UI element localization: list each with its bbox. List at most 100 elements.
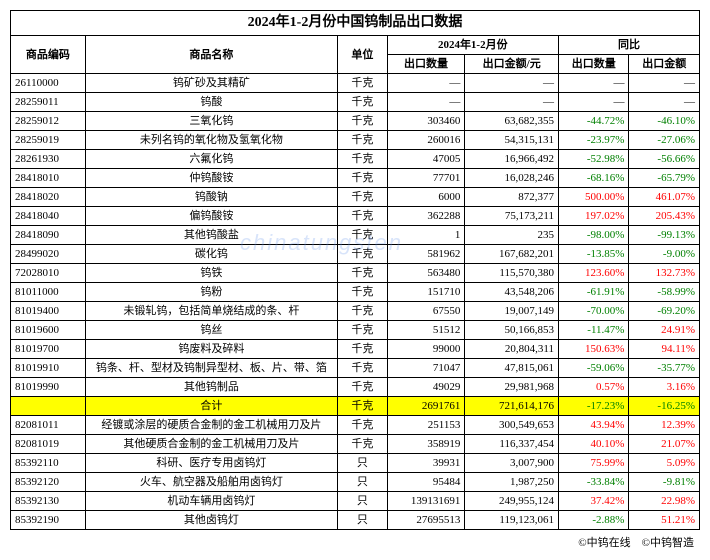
cell-code: 82081011: [11, 416, 86, 435]
col-yoy-amt: 出口金额: [629, 55, 700, 74]
cell-qty: 67550: [387, 302, 465, 321]
cell-yoy-qty: -59.06%: [559, 359, 629, 378]
cell-amt: 19,007,149: [465, 302, 559, 321]
cell-yoy-qty: 0.57%: [559, 378, 629, 397]
cell-yoy-qty: -2.88%: [559, 511, 629, 530]
cell-code: 82081019: [11, 435, 86, 454]
cell-yoy-amt: -58.99%: [629, 283, 700, 302]
cell-name: 钨铁: [85, 264, 337, 283]
cell-code: 28259019: [11, 131, 86, 150]
cell-code: 72028010: [11, 264, 86, 283]
table-row: 81019400未锻轧钨，包括简单烧结成的条、杆千克6755019,007,14…: [11, 302, 700, 321]
table-row: 81011000钨粉千克15171043,548,206-61.91%-58.9…: [11, 283, 700, 302]
cell-yoy-amt: 22.98%: [629, 492, 700, 511]
cell-yoy-amt: 24.91%: [629, 321, 700, 340]
cell-qty: 581962: [387, 245, 465, 264]
table-row: 28418020钨酸钠千克6000872,377500.00%461.07%: [11, 188, 700, 207]
cell-amt: —: [465, 93, 559, 112]
cell-unit: 千克: [338, 93, 387, 112]
cell-code: 28418010: [11, 169, 86, 188]
cell-amt: 872,377: [465, 188, 559, 207]
cell-yoy-amt: 51.21%: [629, 511, 700, 530]
cell-name: 钨粉: [85, 283, 337, 302]
cell-name: 未列名钨的氧化物及氢氧化物: [85, 131, 337, 150]
table-row: 28259011钨酸千克————: [11, 93, 700, 112]
cell-code: 28499020: [11, 245, 86, 264]
cell-yoy-amt: —: [629, 74, 700, 93]
cell-unit: 千克: [338, 226, 387, 245]
cell-qty: 99000: [387, 340, 465, 359]
cell-yoy-amt: 12.39%: [629, 416, 700, 435]
cell-unit: 只: [338, 511, 387, 530]
cell-qty: 1: [387, 226, 465, 245]
table-row: 81019990其他钨制品千克4902929,981,9680.57%3.16%: [11, 378, 700, 397]
cell-unit: 千克: [338, 207, 387, 226]
cell-unit: 千克: [338, 169, 387, 188]
cell-name: 钨酸: [85, 93, 337, 112]
cell-yoy-qty: -11.47%: [559, 321, 629, 340]
cell-name: 偏钨酸铵: [85, 207, 337, 226]
cell-yoy-qty: 500.00%: [559, 188, 629, 207]
cell-yoy-amt: 5.09%: [629, 454, 700, 473]
cell-qty: 95484: [387, 473, 465, 492]
cell-yoy-amt: -65.79%: [629, 169, 700, 188]
footer-right: ©中钨智造: [642, 537, 694, 549]
cell-name: 未锻轧钨，包括简单烧结成的条、杆: [85, 302, 337, 321]
cell-yoy-qty: 123.60%: [559, 264, 629, 283]
table-row: 26110000钨矿砂及其精矿千克————: [11, 74, 700, 93]
cell-unit: 千克: [338, 302, 387, 321]
cell-yoy-amt: -35.77%: [629, 359, 700, 378]
cell-code: 85392130: [11, 492, 86, 511]
cell-name: 钨酸钠: [85, 188, 337, 207]
cell-name: 火车、航空器及船舶用卤钨灯: [85, 473, 337, 492]
cell-code: 81019990: [11, 378, 86, 397]
cell-qty: —: [387, 93, 465, 112]
cell-qty: 6000: [387, 188, 465, 207]
cell-qty: 151710: [387, 283, 465, 302]
cell-qty: 39931: [387, 454, 465, 473]
table-row: 81019910钨条、杆、型材及钨制异型材、板、片、带、箔千克7104747,8…: [11, 359, 700, 378]
cell-unit: 千克: [338, 150, 387, 169]
cell-name: 其他钨制品: [85, 378, 337, 397]
cell-code: 28418020: [11, 188, 86, 207]
table-row: 72028010钨铁千克563480115,570,380123.60%132.…: [11, 264, 700, 283]
cell-code: 26110000: [11, 74, 86, 93]
cell-yoy-amt: -9.81%: [629, 473, 700, 492]
cell-qty: 251153: [387, 416, 465, 435]
cell-code: 28259011: [11, 93, 86, 112]
cell-unit: 千克: [338, 264, 387, 283]
cell-code: 81019400: [11, 302, 86, 321]
cell-qty: 303460: [387, 112, 465, 131]
cell-code: 81011000: [11, 283, 86, 302]
cell-name: 钨丝: [85, 321, 337, 340]
cell-yoy-amt: -27.06%: [629, 131, 700, 150]
cell-code: 28259012: [11, 112, 86, 131]
cell-yoy-amt: 3.16%: [629, 378, 700, 397]
cell-unit: 只: [338, 473, 387, 492]
table-row: 28499020碳化钨千克581962167,682,201-13.85%-9.…: [11, 245, 700, 264]
cell-qty: 49029: [387, 378, 465, 397]
cell-code: 85392190: [11, 511, 86, 530]
cell-unit: 千克: [338, 321, 387, 340]
cell-qty: 260016: [387, 131, 465, 150]
cell-name: 科研、医疗专用卤钨灯: [85, 454, 337, 473]
title-row: 2024年1-2月份中国钨制品出口数据: [11, 11, 700, 36]
cell-yoy-amt: 461.07%: [629, 188, 700, 207]
cell-yoy-qty: -33.84%: [559, 473, 629, 492]
cell-yoy-qty: 75.99%: [559, 454, 629, 473]
cell-qty: 358919: [387, 435, 465, 454]
cell-name: 钨废料及碎料: [85, 340, 337, 359]
cell-unit: 千克: [338, 416, 387, 435]
cell-yoy-qty: —: [559, 93, 629, 112]
table-row: 81019600钨丝千克5151250,166,853-11.47%24.91%: [11, 321, 700, 340]
table-row: 28418010仲钨酸铵千克7770116,028,246-68.16%-65.…: [11, 169, 700, 188]
cell-yoy-qty: 40.10%: [559, 435, 629, 454]
table-row: 85392190其他卤钨灯只27695513119,123,061-2.88%5…: [11, 511, 700, 530]
cell-amt: 300,549,653: [465, 416, 559, 435]
cell-amt: 16,028,246: [465, 169, 559, 188]
cell-code: 81019600: [11, 321, 86, 340]
cell-yoy-qty: 150.63%: [559, 340, 629, 359]
total-code: [11, 397, 86, 416]
cell-yoy-amt: —: [629, 93, 700, 112]
cell-yoy-qty: 43.94%: [559, 416, 629, 435]
